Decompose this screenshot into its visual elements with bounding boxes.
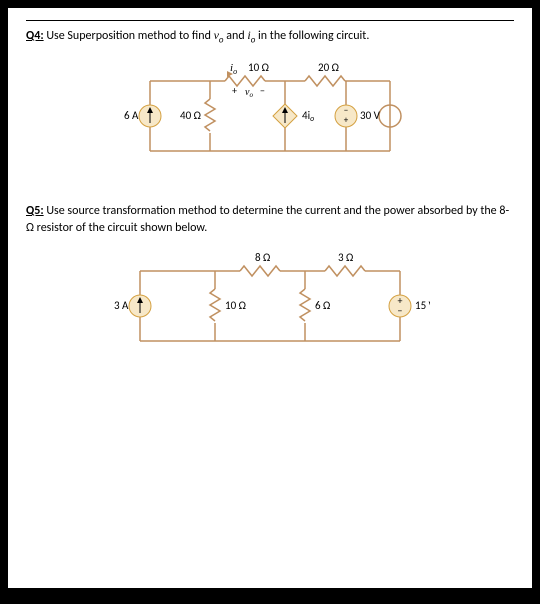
current-source-3a-icon bbox=[129, 295, 151, 317]
q4-label: Q4: bbox=[26, 29, 44, 43]
svg-text:io: io bbox=[230, 62, 237, 76]
svg-text:6 Ω: 6 Ω bbox=[315, 299, 330, 312]
svg-text:vo: vo bbox=[245, 87, 253, 99]
svg-text:8 Ω: 8 Ω bbox=[255, 251, 270, 264]
svg-text:+: + bbox=[232, 84, 237, 97]
svg-text:−: − bbox=[398, 304, 403, 317]
q4-text: Q4: Use Superposition method to find vo … bbox=[26, 27, 514, 47]
svg-text:3 Ω: 3 Ω bbox=[338, 251, 353, 264]
q5-label: Q5: bbox=[26, 204, 44, 218]
dependent-source-icon bbox=[273, 104, 297, 128]
voltage-source-15v-icon: + − bbox=[389, 294, 411, 317]
svg-text:10 Ω: 10 Ω bbox=[248, 61, 269, 74]
svg-text:20 Ω: 20 Ω bbox=[318, 61, 339, 74]
current-source-icon bbox=[139, 105, 161, 127]
svg-text:10 Ω: 10 Ω bbox=[225, 299, 246, 312]
q5-circuit: + − 8 Ω 3 Ω 3 A 10 Ω 6 Ω 15 V bbox=[26, 251, 514, 365]
svg-text:+: + bbox=[344, 115, 349, 126]
q4-circuit: − + io 10 Ω 20 Ω + vo − 6 A 40 Ω 4io 30 … bbox=[26, 61, 514, 175]
svg-text:−: − bbox=[260, 84, 265, 97]
svg-text:4io: 4io bbox=[302, 109, 314, 124]
voltage-source-icon: − + bbox=[335, 105, 357, 127]
svg-text:30 V: 30 V bbox=[360, 109, 381, 122]
svg-text:3 A: 3 A bbox=[114, 299, 129, 312]
svg-text:40 Ω: 40 Ω bbox=[180, 109, 201, 122]
svg-text:6 A: 6 A bbox=[124, 109, 139, 122]
svg-text:15 V: 15 V bbox=[415, 299, 430, 312]
q5-text: Q5: Use source transformation method to … bbox=[26, 203, 514, 237]
